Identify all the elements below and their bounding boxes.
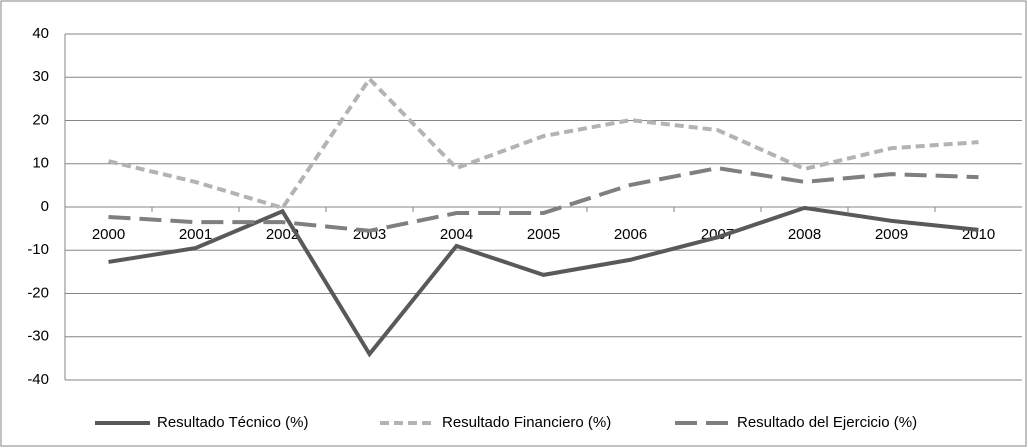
x-tick-label: 2000 [92, 226, 125, 243]
x-tick-label: 2004 [440, 226, 473, 243]
y-tick-label: -20 [27, 284, 49, 301]
y-tick-label: 10 [32, 155, 49, 172]
y-tick-label: 40 [32, 25, 49, 42]
x-tick-label: 2006 [614, 226, 647, 243]
x-tick-label: 2002 [266, 226, 299, 243]
y-tick-label: -10 [27, 241, 49, 258]
x-tick-label: 2005 [527, 226, 560, 243]
y-tick-label: 0 [41, 198, 49, 215]
x-tick-label: 2009 [875, 226, 908, 243]
legend-label: Resultado Técnico (%) [157, 414, 308, 431]
y-tick-label: -30 [27, 328, 49, 345]
x-tick-label: 2001 [179, 226, 212, 243]
y-tick-label: 20 [32, 111, 49, 128]
legend-label: Resultado Financiero (%) [442, 414, 611, 431]
series-line [108, 75, 979, 211]
x-tick-label: 2008 [788, 226, 821, 243]
y-tick-label: -40 [27, 371, 49, 388]
y-tick-label: 30 [32, 68, 49, 85]
legend-label: Resultado del Ejercicio (%) [737, 414, 917, 431]
series-line [108, 166, 979, 233]
